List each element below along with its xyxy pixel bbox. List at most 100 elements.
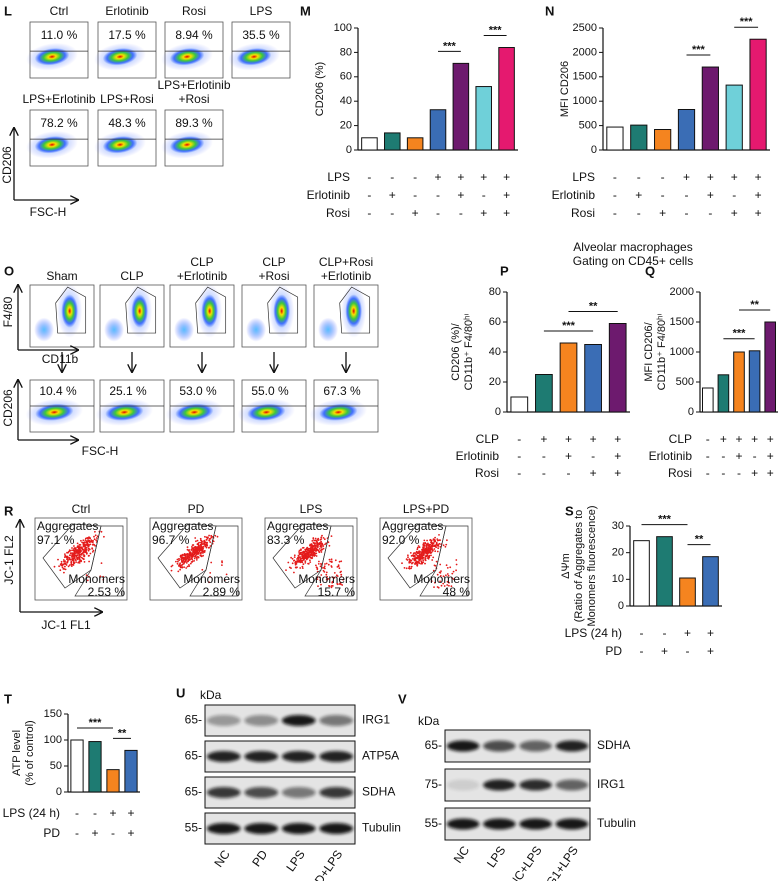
dot <box>80 539 82 542</box>
dot <box>327 578 330 580</box>
dot <box>192 544 195 546</box>
dot <box>179 562 182 565</box>
dot <box>209 575 211 578</box>
dot <box>421 554 424 557</box>
condition-label: PD <box>605 644 622 658</box>
dot <box>323 538 326 541</box>
dot <box>84 547 86 550</box>
dot <box>312 551 315 554</box>
dot <box>309 559 311 562</box>
dot <box>301 565 304 568</box>
dot <box>336 575 339 577</box>
dot <box>340 575 343 578</box>
dot <box>76 542 79 545</box>
dot <box>435 541 438 544</box>
gating-note: Alveolar macrophages <box>573 240 692 254</box>
band <box>281 751 316 762</box>
y-tick-label: 20 <box>489 376 501 388</box>
band <box>206 715 241 726</box>
y-tick-label: 0 <box>346 144 352 156</box>
dot <box>77 552 80 555</box>
condition-sign: - <box>390 206 394 220</box>
dot <box>293 554 296 557</box>
axis-label: FSC-H <box>82 444 119 458</box>
dot <box>87 555 90 557</box>
dot <box>306 553 309 556</box>
y-axis-label: CD11b⁺ F4/80ʰⁱ <box>463 314 475 391</box>
dot <box>322 569 325 572</box>
dot <box>333 572 336 574</box>
dot <box>439 580 441 583</box>
dot <box>323 565 326 568</box>
dot <box>316 549 318 552</box>
dot <box>342 578 344 581</box>
dot <box>439 575 442 577</box>
dot <box>439 545 442 548</box>
plot-title: Sham <box>46 269 77 283</box>
dot <box>81 541 83 544</box>
dot <box>197 553 200 555</box>
dot <box>71 555 74 558</box>
dot <box>75 561 77 563</box>
dot <box>79 558 81 561</box>
dot <box>309 547 312 550</box>
dot <box>422 559 425 562</box>
dot <box>208 539 211 542</box>
condition-sign: + <box>731 206 738 220</box>
dot <box>312 541 315 544</box>
dot <box>304 548 307 551</box>
dot <box>186 548 189 551</box>
dot <box>194 555 196 558</box>
lane-label: LPS <box>283 848 307 875</box>
dot <box>305 553 307 556</box>
dot <box>415 553 417 556</box>
dot <box>426 544 429 546</box>
dot <box>297 554 300 557</box>
dot <box>314 554 316 557</box>
bar <box>630 124 648 151</box>
bar <box>702 556 719 607</box>
significance-label: *** <box>692 44 706 56</box>
condition-sign: - <box>753 449 757 463</box>
dot <box>197 556 200 559</box>
condition-sign: - <box>93 806 97 820</box>
dot <box>455 559 458 561</box>
dot <box>294 560 297 563</box>
dot <box>431 559 434 561</box>
dot <box>426 539 428 542</box>
dot <box>455 563 458 566</box>
dot <box>442 544 445 547</box>
dot <box>221 564 223 566</box>
dot <box>418 559 421 562</box>
dot <box>196 539 199 542</box>
dot <box>100 562 103 564</box>
dot <box>445 574 447 577</box>
axis-label: JC-1 FL1 <box>41 618 91 632</box>
panel-letter: P <box>500 263 509 278</box>
gate-name: Monomers <box>298 572 355 586</box>
dot <box>200 539 202 542</box>
band <box>244 715 279 726</box>
dot <box>299 560 302 563</box>
dot <box>195 559 198 561</box>
dot <box>175 560 177 563</box>
bar <box>106 769 120 793</box>
dot <box>320 583 322 586</box>
condition-sign: - <box>542 466 546 480</box>
dot <box>319 565 322 568</box>
condition-sign: - <box>640 626 644 640</box>
condition-sign: - <box>637 206 641 220</box>
dot <box>315 564 317 567</box>
dot <box>452 570 455 573</box>
dot <box>191 556 194 558</box>
dot <box>73 550 76 552</box>
dot <box>84 543 86 546</box>
dot <box>336 566 339 568</box>
dot <box>405 567 408 570</box>
panel-letter: N <box>545 3 554 18</box>
condition-sign: - <box>613 188 617 202</box>
dot <box>328 558 331 561</box>
dot <box>74 548 77 551</box>
y-tick-label: 500 <box>676 376 694 388</box>
density-core <box>102 48 138 66</box>
